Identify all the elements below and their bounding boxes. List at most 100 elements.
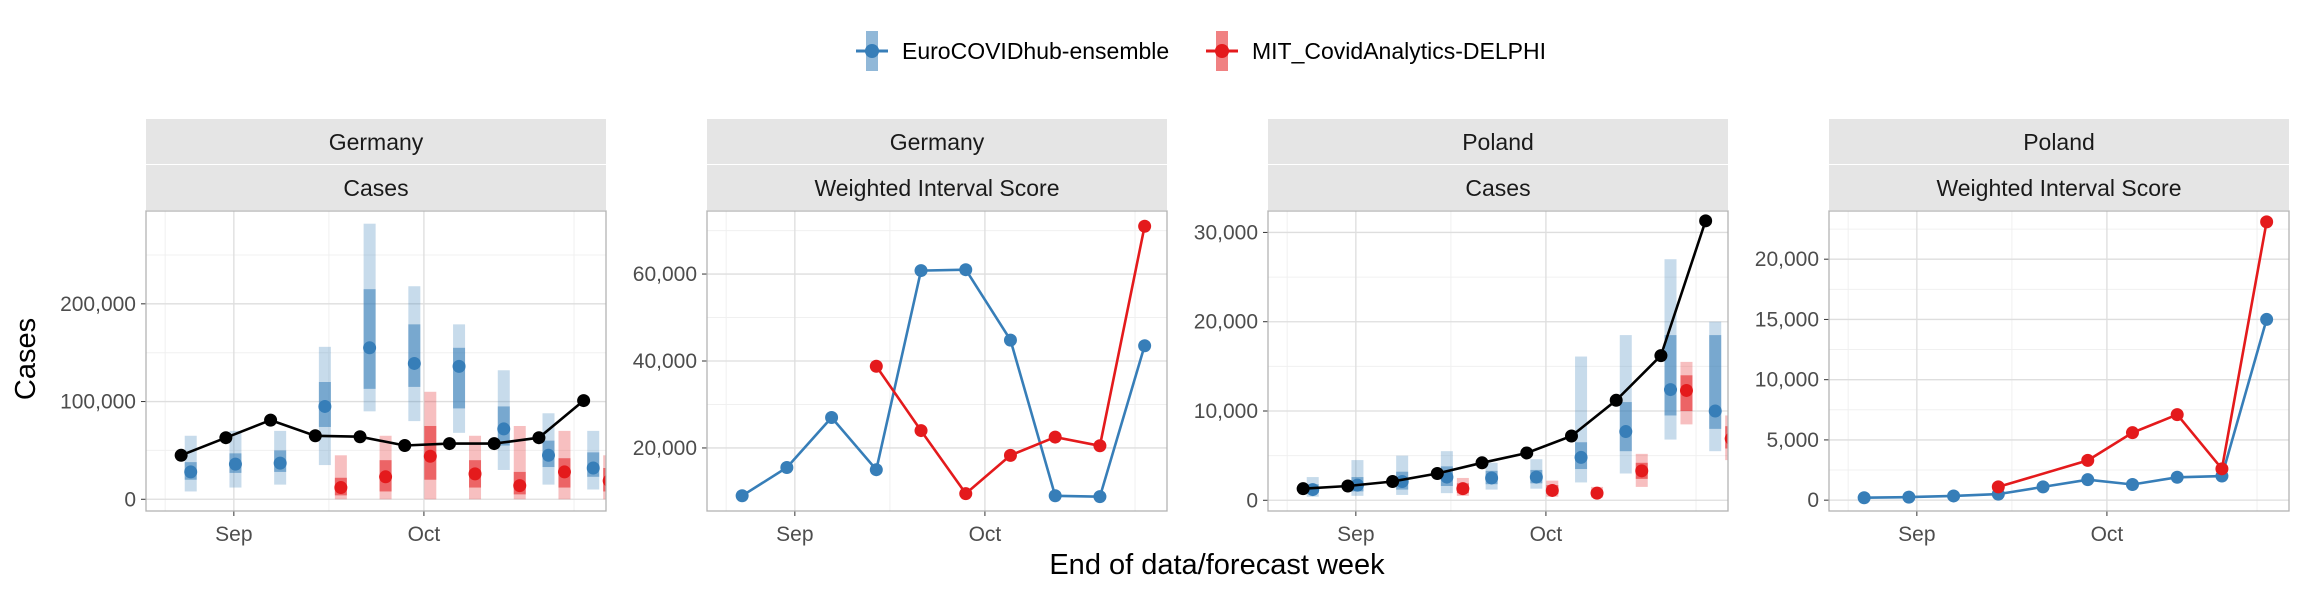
observed-cases-point bbox=[308, 429, 322, 443]
observed-cases-point bbox=[219, 431, 233, 445]
strip-location-label: Germany bbox=[890, 129, 985, 155]
strip-measure-label: Weighted Interval Score bbox=[1936, 175, 2181, 201]
score-point bbox=[2215, 462, 2229, 476]
panel-border bbox=[1828, 210, 2290, 512]
forecast-median-point bbox=[363, 341, 377, 355]
panel-2: Poland Cases 0 10,000 20,000 30,000 Sep Oct bbox=[1194, 119, 1729, 546]
forecast-median-point bbox=[1619, 425, 1633, 439]
panel-border bbox=[1267, 210, 1729, 512]
observed-cases-line bbox=[1303, 220, 1707, 490]
score-point bbox=[869, 463, 883, 477]
legend-label: EuroCOVIDhub-ensemble bbox=[902, 38, 1169, 64]
score-point bbox=[914, 424, 928, 438]
score-point bbox=[1048, 430, 1062, 444]
panel-3: Poland Weighted Interval Score 0 5,000 10,00… bbox=[1755, 119, 2290, 546]
observed-cases-point bbox=[442, 437, 456, 451]
plot-area bbox=[1296, 214, 1728, 500]
x-tick-label: Sep bbox=[1898, 523, 1935, 546]
forecast-inner-interval bbox=[363, 289, 376, 389]
y-tick-label: 200,000 bbox=[60, 293, 136, 316]
score-point bbox=[2170, 408, 2184, 422]
forecast-median-point bbox=[468, 467, 482, 481]
forecast-median-point bbox=[1529, 470, 1543, 484]
strip-location-label: Germany bbox=[329, 129, 424, 155]
score-point bbox=[2125, 426, 2139, 440]
y-axis-title: Cases bbox=[10, 318, 42, 400]
forecast-median-point bbox=[1590, 486, 1604, 500]
observed-cases-point bbox=[1475, 456, 1489, 470]
legend-item-1: MIT_CovidAnalytics-DELPHI bbox=[1206, 31, 1546, 71]
y-tick-label: 0 bbox=[124, 488, 136, 511]
x-tick-label: Oct bbox=[1530, 523, 1563, 546]
strip-location-bg bbox=[1829, 119, 2289, 164]
strip-measure-bg bbox=[146, 165, 606, 210]
strip-location-bg bbox=[1268, 119, 1728, 164]
observed-cases-point bbox=[1699, 214, 1713, 228]
strip-measure-label: Cases bbox=[343, 175, 408, 201]
forecast-median-point bbox=[1306, 483, 1320, 497]
forecast-median-point bbox=[557, 465, 571, 479]
forecast-median-point bbox=[1574, 450, 1588, 464]
strip-measure-bg bbox=[1268, 165, 1728, 210]
score-point bbox=[1093, 490, 1107, 504]
score-point bbox=[1902, 490, 1916, 504]
forecast-median-point bbox=[513, 479, 527, 493]
x-axis-title: End of data/forecast week bbox=[1049, 549, 1385, 581]
y-tick-label: 20,000 bbox=[633, 437, 697, 460]
observed-cases-point bbox=[1654, 349, 1668, 363]
strip-measure-label: Cases bbox=[1465, 175, 1530, 201]
observed-cases-point bbox=[1296, 482, 1310, 496]
forecast-median-point bbox=[1456, 482, 1470, 496]
strip-location-bg bbox=[146, 119, 606, 164]
observed-cases-point bbox=[353, 430, 367, 444]
score-point bbox=[1138, 219, 1152, 233]
forecast-median-point bbox=[1664, 383, 1677, 397]
observed-cases-point bbox=[264, 413, 278, 427]
plot-area bbox=[174, 223, 606, 500]
score-point bbox=[1003, 448, 1017, 462]
score-point bbox=[2081, 453, 2095, 467]
score-point bbox=[914, 264, 928, 278]
forecast-median-point bbox=[228, 457, 242, 471]
panel-1: Germany Weighted Interval Score 20,000 40,0… bbox=[633, 119, 1168, 546]
score-point bbox=[1048, 489, 1062, 503]
score-point bbox=[780, 461, 794, 475]
score-point bbox=[825, 411, 839, 425]
panel-border bbox=[706, 210, 1168, 512]
observed-cases-point bbox=[1341, 479, 1355, 493]
forecast-median-point bbox=[602, 475, 606, 487]
plot-area bbox=[735, 219, 1152, 504]
forecast-inner-interval bbox=[453, 347, 466, 409]
legend-label: MIT_CovidAnalytics-DELPHI bbox=[1252, 38, 1546, 64]
observed-cases-point bbox=[1609, 393, 1623, 407]
score-point bbox=[1857, 491, 1871, 505]
legend-key-point bbox=[865, 44, 879, 58]
strip-location-label: Poland bbox=[2023, 129, 2095, 155]
strip-measure-bg bbox=[1829, 165, 2289, 210]
forecast-inner-interval bbox=[408, 324, 421, 387]
forecast-median-point bbox=[273, 456, 287, 470]
forecast-median-point bbox=[407, 356, 421, 370]
forecast-median-point bbox=[1485, 471, 1499, 485]
forecast-median-point bbox=[452, 359, 466, 373]
score-point bbox=[1138, 339, 1152, 353]
y-tick-label: 20,000 bbox=[1755, 248, 1819, 271]
x-tick-label: Sep bbox=[1337, 523, 1374, 546]
forecast-median-point bbox=[1708, 404, 1722, 418]
legend-item-0: EuroCOVIDhub-ensemble bbox=[856, 31, 1169, 71]
forecast-median-point bbox=[184, 465, 198, 479]
legend: EuroCOVIDhub-ensemble MIT_CovidAnalytics-… bbox=[856, 31, 1546, 71]
x-tick-label: Sep bbox=[776, 523, 813, 546]
x-tick-label: Oct bbox=[408, 523, 441, 546]
score-point bbox=[735, 489, 749, 503]
score-point bbox=[959, 263, 973, 277]
gridlines bbox=[1268, 211, 1728, 511]
forecast-median-point bbox=[334, 481, 348, 495]
y-tick-label: 100,000 bbox=[60, 391, 136, 414]
forecast-median-point bbox=[318, 399, 332, 413]
observed-cases-point bbox=[1430, 467, 1444, 480]
y-tick-label: 10,000 bbox=[1755, 369, 1819, 392]
legend-key-point bbox=[1215, 44, 1229, 58]
score-line-model-0 bbox=[1864, 319, 2268, 499]
